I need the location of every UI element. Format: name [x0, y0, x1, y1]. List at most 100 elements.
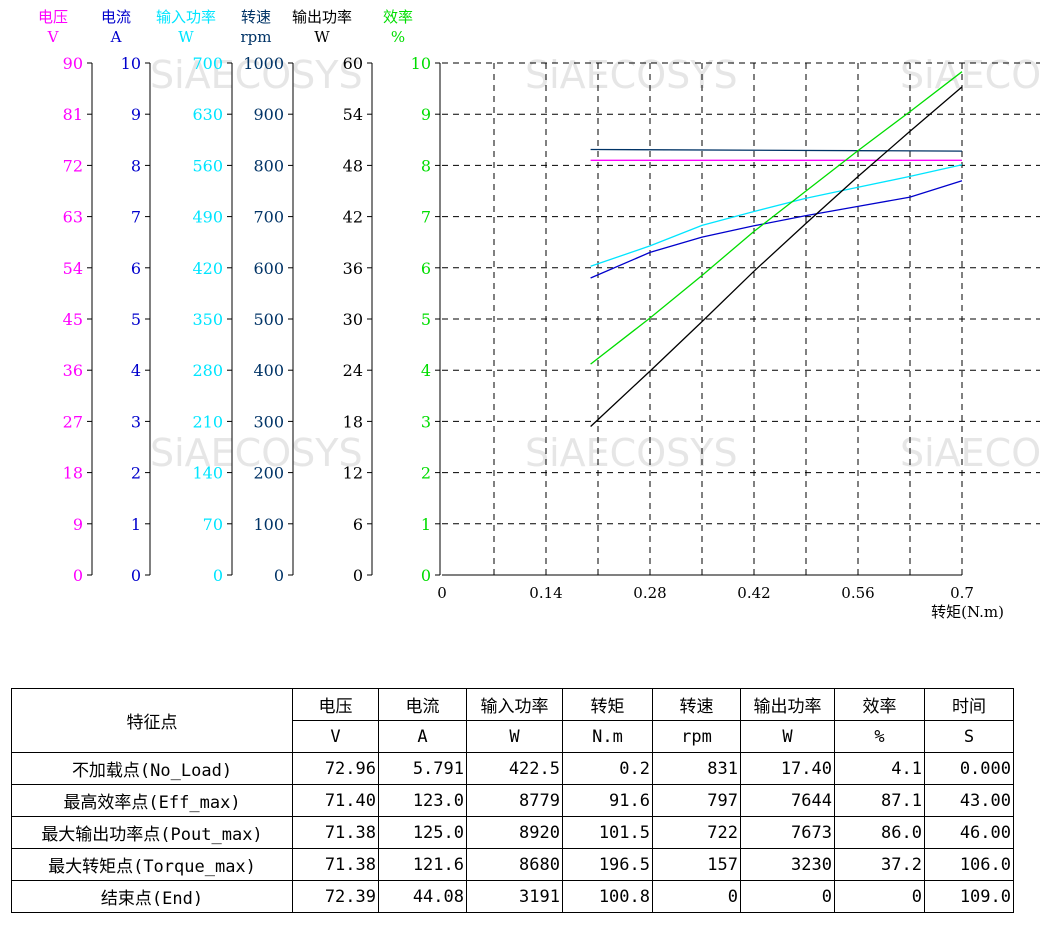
- y-tick-label: 72: [63, 156, 83, 175]
- y-tick-label: 490: [192, 208, 223, 227]
- y-axis-name: 电流: [101, 8, 131, 26]
- table-cell: 7673: [740, 816, 835, 849]
- table-row: 最大输出功率点(Pout_max) 71.38 125.0 8920 101.5 722 7…: [11, 816, 1014, 849]
- x-tick-label: 0.56: [841, 584, 874, 602]
- y-tick-label: 54: [63, 259, 83, 278]
- table-cell: 8779: [466, 784, 563, 817]
- y-axis-name: 电压: [38, 8, 68, 26]
- y-tick-label: 8: [421, 156, 431, 175]
- table-row: 结束点(End) 72.39 44.08 3191 100.8 0 0 0 109.0: [11, 880, 1014, 913]
- table-cell: 100.8: [562, 880, 653, 913]
- col-header: 时间: [924, 688, 1014, 721]
- y-tick-label: 2: [131, 464, 141, 483]
- y-tick-label: 54: [343, 105, 363, 124]
- table-cell: 422.5: [466, 752, 563, 785]
- row-label: 最高效率点(Eff_max): [11, 784, 293, 817]
- row-label: 最大转矩点(Torque_max): [11, 848, 293, 881]
- table-cell: 125.0: [378, 816, 467, 849]
- table-cell: 831: [652, 752, 741, 785]
- col-unit: %: [834, 720, 925, 753]
- speed-line: [590, 148, 963, 152]
- table-cell: 8920: [466, 816, 563, 849]
- table-cell: 86.0: [834, 816, 925, 849]
- y-tick-label: 4: [131, 361, 141, 380]
- y-tick-label: 0: [421, 566, 431, 585]
- input-power-line: [590, 164, 963, 267]
- table-cell: 7644: [740, 784, 835, 817]
- y-tick-label: 6: [421, 259, 431, 278]
- col-header: 效率: [834, 688, 925, 721]
- col-unit: N.m: [562, 720, 653, 753]
- characteristic-points-table: 特征点 电压 电流 输入功率 转矩 转速 输出功率 效率 时间 V A W N.…: [11, 688, 1014, 913]
- table-cell: 0: [834, 880, 925, 913]
- y-tick-label: 81: [63, 105, 83, 124]
- table-cell: 87.1: [834, 784, 925, 817]
- y-tick-label: 420: [192, 259, 223, 278]
- y-tick-label: 400: [253, 361, 284, 380]
- row-label: 不加载点(No_Load): [11, 752, 293, 785]
- table-cell: 91.6: [562, 784, 653, 817]
- table-cell: 71.38: [292, 848, 379, 881]
- table-cell: 0.2: [562, 752, 653, 785]
- y-tick-label: 1: [131, 515, 141, 534]
- y-tick-label: 18: [343, 412, 363, 431]
- y-tick-label: 900: [253, 105, 284, 124]
- table-cell: 101.5: [562, 816, 653, 849]
- table-cell: 43.00: [924, 784, 1014, 817]
- table-header-row: 特征点 电压 电流 输入功率 转矩 转速 输出功率 效率 时间: [11, 688, 1014, 753]
- efficiency-line: [590, 71, 963, 365]
- y-axis-name: 效率: [383, 8, 413, 26]
- y-tick-label: 7: [421, 208, 431, 227]
- col-unit: rpm: [652, 720, 741, 753]
- table-cell: 17.40: [740, 752, 835, 785]
- y-tick-label: 800: [253, 156, 284, 175]
- y-tick-label: 9: [73, 515, 83, 534]
- y-tick-label: 7: [131, 208, 141, 227]
- corner-header: 特征点: [11, 688, 293, 753]
- y-tick-label: 0: [213, 566, 223, 585]
- y-tick-label: 6: [353, 515, 363, 534]
- table-cell: 8680: [466, 848, 563, 881]
- y-axis-unit: A: [110, 28, 122, 46]
- watermark: SiAECOSYS: [150, 431, 363, 475]
- output-power-line: [590, 86, 963, 427]
- table-cell: 157: [652, 848, 741, 881]
- table-cell: 3191: [466, 880, 563, 913]
- table-cell: 0.000: [924, 752, 1014, 785]
- y-tick-label: 600: [253, 259, 284, 278]
- y-tick-label: 200: [253, 464, 284, 483]
- y-tick-label: 10: [411, 54, 431, 73]
- table-row: 最大转矩点(Torque_max) 71.38 121.6 8680 196.5 157 3…: [11, 848, 1014, 881]
- y-axis-unit: W: [178, 28, 194, 46]
- table-cell: 71.38: [292, 816, 379, 849]
- y-axis-unit: rpm: [241, 28, 272, 46]
- y-tick-label: 90: [63, 54, 83, 73]
- y-tick-label: 0: [131, 566, 141, 585]
- y-tick-label: 0: [73, 566, 83, 585]
- watermark: SiAECOSYS: [900, 431, 1040, 475]
- col-header: 电压: [292, 688, 379, 721]
- y-tick-label: 3: [421, 412, 431, 431]
- watermark: SiAECOSYS: [525, 431, 738, 475]
- y-tick-label: 210: [192, 412, 223, 431]
- y-tick-label: 1: [421, 515, 431, 534]
- y-tick-label: 24: [343, 361, 363, 380]
- col-unit: S: [924, 720, 1014, 753]
- table-cell: 109.0: [924, 880, 1014, 913]
- table-cell: 106.0: [924, 848, 1014, 881]
- y-tick-label: 27: [63, 412, 83, 431]
- col-unit: W: [740, 720, 835, 753]
- y-tick-label: 6: [131, 259, 141, 278]
- y-tick-label: 12: [343, 464, 363, 483]
- y-axis-name: 输出功率: [292, 8, 352, 26]
- table-unit-row: V A W N.m rpm W % S: [12, 720, 1014, 753]
- y-tick-label: 1000: [243, 54, 284, 73]
- y-tick-label: 0: [274, 566, 284, 585]
- y-tick-label: 4: [421, 361, 431, 380]
- motor-performance-chart: SiAECOSYS SiAECOSYS SiAECOSYS SiAECOSYS SiAE…: [38, 8, 1040, 621]
- watermark: SiAECOSYS: [900, 53, 1040, 97]
- y-tick-label: 8: [131, 156, 141, 175]
- watermark: SiAECOSYS: [525, 53, 738, 97]
- table-cell: 0: [652, 880, 741, 913]
- col-unit: A: [378, 720, 467, 753]
